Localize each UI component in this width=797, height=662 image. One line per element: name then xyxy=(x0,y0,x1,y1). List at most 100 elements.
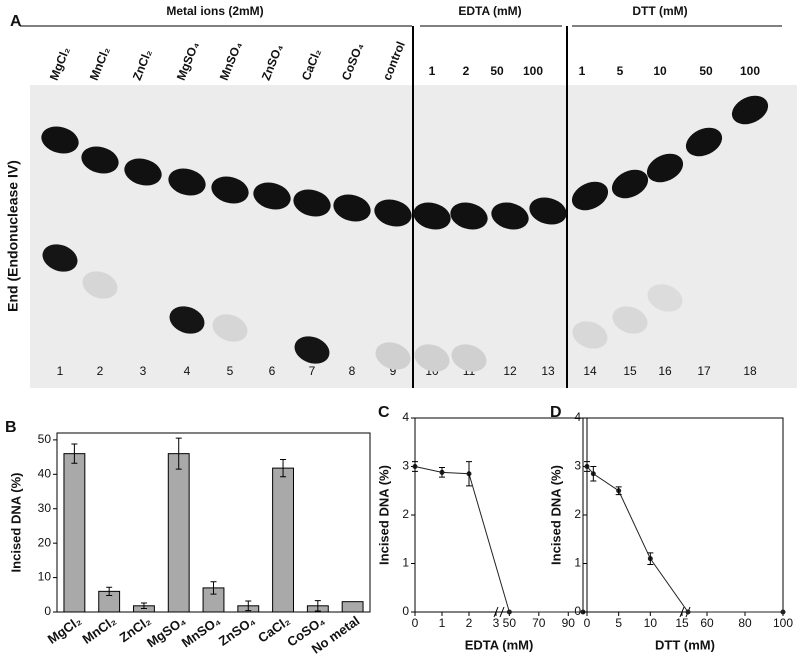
x-tick-label: MnCl₂ xyxy=(79,613,119,647)
x-tick-label: 80 xyxy=(738,616,752,630)
lane-label: MgSO₄ xyxy=(174,39,202,82)
error-bar xyxy=(106,586,113,596)
band xyxy=(168,168,206,196)
band xyxy=(571,181,609,211)
band xyxy=(81,146,119,174)
panel-letter: D xyxy=(550,404,562,421)
lane-number: 16 xyxy=(658,364,672,378)
x-axis-label: EDTA (mM) xyxy=(465,637,534,652)
error-bar xyxy=(210,581,217,595)
y-tick-label: 1 xyxy=(402,556,409,570)
band xyxy=(124,158,162,186)
y-axis-label: Incised DNA (%) xyxy=(548,465,563,565)
panel-letter: C xyxy=(378,404,390,421)
x-tick-label: 1 xyxy=(439,616,446,630)
bar xyxy=(272,467,294,613)
band xyxy=(685,127,723,157)
lane-label: ZnSO₄ xyxy=(259,42,286,82)
y-tick-label: 2 xyxy=(574,507,581,521)
x-tick-label: 90 xyxy=(562,616,576,630)
x-tick-label: 15 xyxy=(675,616,689,630)
lane-label: 50 xyxy=(490,64,504,78)
lane-label: 50 xyxy=(699,64,713,78)
y-tick-label: 30 xyxy=(38,501,52,515)
y-tick-label: 4 xyxy=(574,410,581,424)
error-bar xyxy=(590,466,597,482)
x-axis-label: DTT (mM) xyxy=(655,637,715,652)
lane-number: 7 xyxy=(309,364,316,378)
x-tick-label: 10 xyxy=(644,616,658,630)
header: EDTA (mM) xyxy=(458,4,521,18)
point xyxy=(506,609,512,615)
header: DTT (mM) xyxy=(632,4,687,18)
lane-number: 2 xyxy=(97,364,104,378)
x-tick-label: 50 xyxy=(503,616,517,630)
y-axis-label: Incised DNA (%) xyxy=(8,473,23,573)
band xyxy=(42,244,78,272)
gel-ylabel: End (Endonuclease IV) xyxy=(5,160,21,312)
lane-label: 1 xyxy=(429,64,436,78)
lane-label: 2 xyxy=(463,64,470,78)
band xyxy=(647,284,683,312)
band xyxy=(731,95,769,125)
band xyxy=(169,306,205,334)
y-tick-label: 2 xyxy=(402,507,409,521)
y-axis-label: Incised DNA (%) xyxy=(376,465,391,565)
y-tick-label: 40 xyxy=(38,466,52,480)
lane-number: 1 xyxy=(57,364,64,378)
bar xyxy=(341,601,364,613)
band xyxy=(253,182,291,210)
x-tick-label: ZnSO₄ xyxy=(216,613,258,649)
lane-label: CaCl₂ xyxy=(299,47,324,83)
band xyxy=(293,189,331,217)
lane-number: 8 xyxy=(349,364,356,378)
x-tick-label: MnSO₄ xyxy=(179,613,223,650)
band xyxy=(374,199,412,227)
y-tick-label: 0 xyxy=(402,604,409,618)
error-bar xyxy=(412,461,418,472)
band xyxy=(529,197,567,225)
x-tick-label: 2 xyxy=(466,616,473,630)
header: Metal ions (2mM) xyxy=(166,4,263,18)
band xyxy=(572,321,608,349)
y-tick-label: 3 xyxy=(574,459,581,473)
lane-label: ZnCl₂ xyxy=(130,47,155,82)
y-tick-label: 0 xyxy=(44,604,51,618)
bar xyxy=(167,453,190,613)
panel-letter: A xyxy=(10,13,22,30)
x-tick-label: 0 xyxy=(412,616,419,630)
band xyxy=(413,202,451,230)
line xyxy=(586,466,783,613)
lane-number: 15 xyxy=(623,364,637,378)
bar xyxy=(63,453,86,613)
plot-frame xyxy=(586,417,784,613)
lane-number: 17 xyxy=(697,364,711,378)
error-bar xyxy=(175,437,182,470)
band xyxy=(611,169,649,199)
x-tick-label: 60 xyxy=(700,616,714,630)
x-tick-label: 3 xyxy=(493,616,500,630)
lane-label: 100 xyxy=(523,64,543,78)
error-bar xyxy=(647,552,654,565)
band xyxy=(212,314,248,342)
band xyxy=(41,126,79,154)
band xyxy=(82,271,118,299)
lane-label: MgCl₂ xyxy=(47,45,73,82)
error-bar xyxy=(466,461,472,487)
lane-label: 10 xyxy=(653,64,667,78)
lane-number: 5 xyxy=(227,364,234,378)
point xyxy=(685,609,691,615)
band xyxy=(375,342,411,370)
error-bar xyxy=(314,600,321,612)
y-tick-label: 1 xyxy=(574,556,581,570)
lane-label: 5 xyxy=(617,64,624,78)
x-tick-label: 5 xyxy=(615,616,622,630)
y-tick-label: 3 xyxy=(402,459,409,473)
point xyxy=(780,609,786,615)
lane-label: 100 xyxy=(740,64,760,78)
error-bar xyxy=(140,602,147,610)
y-tick-label: 50 xyxy=(38,432,52,446)
lane-number: 18 xyxy=(743,364,757,378)
y-tick-label: 10 xyxy=(38,570,52,584)
